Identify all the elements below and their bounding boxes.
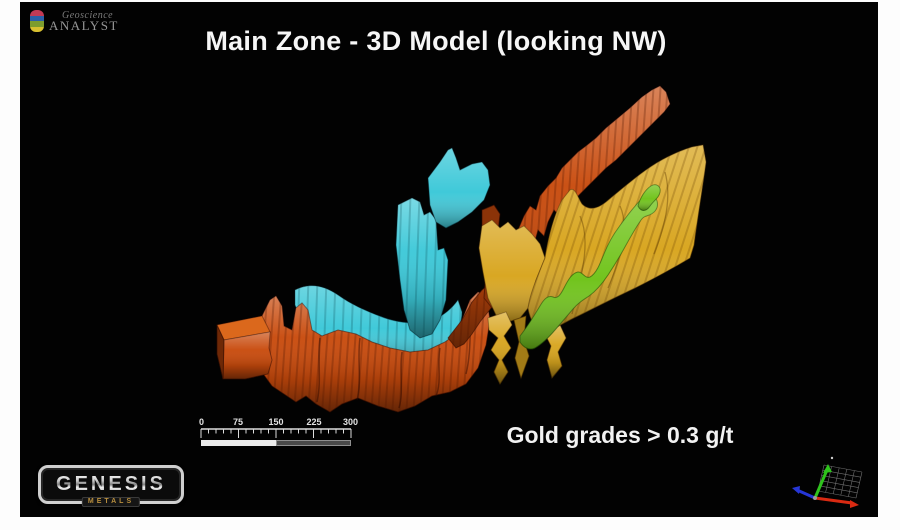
app-logo: Geoscience ANALYST — [30, 10, 159, 36]
scale-bar-ruler — [200, 428, 352, 438]
triad-top-dot — [830, 456, 834, 460]
scale-tick-label: 150 — [268, 417, 284, 427]
scale-tick-label: 0 — [199, 417, 205, 427]
y-axis-arrow — [813, 468, 829, 500]
z-axis-arrowhead — [792, 486, 800, 494]
company-name: GENESIS — [56, 473, 166, 495]
scale-tick-label: 225 — [306, 417, 322, 427]
axis-triad-widget[interactable] — [792, 456, 863, 508]
company-subtitle: METALS — [81, 497, 141, 507]
company-logo: GENESIS METALS — [38, 465, 184, 507]
scene-title: Main Zone - 3D Model (looking NW) — [205, 26, 667, 56]
scale-tick-label: 75 — [232, 417, 244, 427]
x-axis-arrow — [813, 496, 854, 505]
cyan-ore-zone-upper[interactable] — [427, 147, 491, 229]
scale-segment-filled — [201, 440, 276, 446]
3d-viewport[interactable]: Geoscience ANALYST Main Zone - 3D Model … — [20, 2, 878, 517]
triad-grid-plane — [817, 464, 863, 499]
app-name-line1: Geoscience — [62, 10, 114, 21]
triad-origin — [813, 496, 817, 500]
y-axis-arrowhead — [823, 464, 832, 473]
x-axis-arrowhead — [850, 500, 859, 508]
3d-model-scene[interactable] — [20, 2, 878, 517]
core-sample-icon — [30, 10, 44, 32]
scale-bar: 0 75 150 225 300 — [199, 417, 358, 446]
scale-bar-labels: 0 75 150 225 300 — [199, 417, 358, 428]
grade-annotation: Gold grades > 0.3 g/t — [506, 422, 734, 448]
scale-segment-empty — [276, 440, 351, 446]
scale-bar-segments — [201, 440, 351, 446]
z-axis-arrow — [795, 488, 817, 500]
app-name-line2: ANALYST — [49, 18, 119, 33]
scale-tick-label: 300 — [342, 417, 358, 427]
